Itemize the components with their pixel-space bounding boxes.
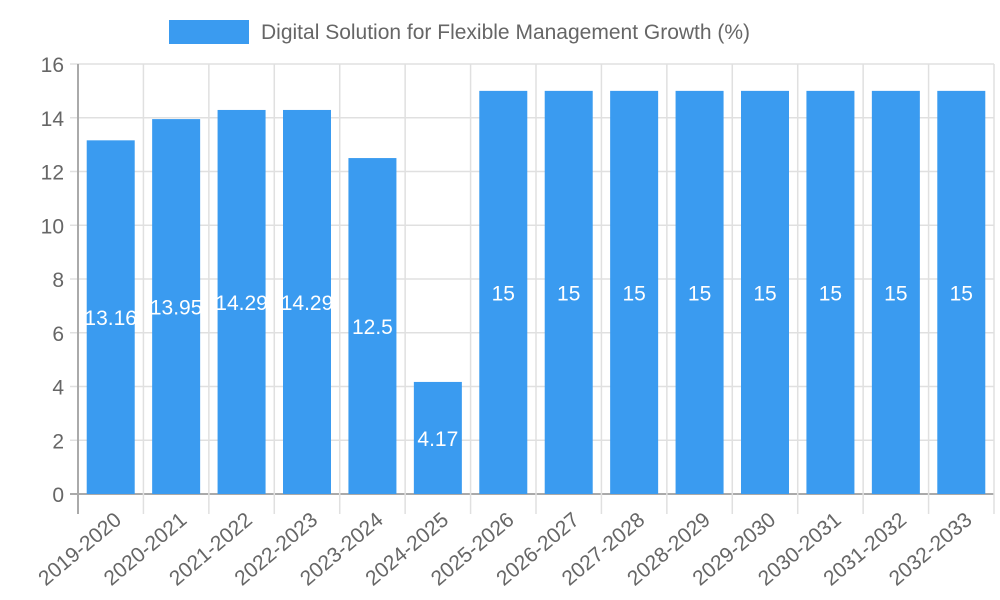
bar-value-label: 4.17 (417, 428, 458, 451)
y-tick-label: 14 (41, 108, 65, 131)
grid-lines (70, 63, 995, 514)
bar-value-label: 12.5 (352, 316, 393, 339)
bar-value-label: 15 (753, 282, 776, 305)
bar[interactable] (871, 90, 920, 494)
bar[interactable] (152, 119, 201, 494)
bar[interactable] (348, 158, 397, 494)
bar[interactable] (610, 90, 659, 494)
legend-label: Digital Solution for Flexible Management… (261, 21, 750, 44)
bar[interactable] (413, 381, 462, 494)
bar-value-label: 14.29 (215, 292, 268, 315)
legend-swatch (169, 20, 249, 44)
bar-value-label: 15 (819, 282, 842, 305)
bar[interactable] (217, 109, 266, 495)
bar-value-label: 15 (884, 282, 907, 305)
bar-value-label: 14.29 (281, 292, 334, 315)
y-tick-label: 12 (41, 162, 64, 185)
y-tick-label: 0 (52, 484, 64, 507)
bar[interactable] (675, 90, 724, 494)
y-tick-label: 2 (52, 430, 64, 453)
bar[interactable] (806, 90, 855, 494)
bar[interactable] (283, 109, 331, 495)
bar-value-label: 15 (622, 282, 645, 305)
bar-value-label: 13.95 (150, 297, 203, 320)
bar[interactable] (479, 90, 528, 494)
bar-value-label: 15 (492, 282, 515, 305)
bar[interactable] (86, 140, 135, 494)
legend[interactable]: Digital Solution for Flexible Management… (169, 20, 750, 44)
y-tick-label: 16 (41, 54, 64, 77)
y-tick-label: 6 (52, 323, 64, 346)
y-tick-label: 8 (52, 269, 64, 292)
bar-value-label: 13.16 (84, 307, 137, 330)
bar[interactable] (544, 90, 593, 494)
y-tick-label: 10 (41, 215, 64, 238)
bar[interactable] (741, 90, 789, 494)
y-tick-label: 4 (52, 377, 64, 400)
bar[interactable] (937, 90, 986, 494)
bar-value-label: 15 (950, 282, 973, 305)
bar-value-label: 15 (688, 282, 711, 305)
bar-value-label: 15 (557, 282, 580, 305)
bars: 13.16 13.95 14.29 14.29 12.5 4.17 15 15 15 15 15 15… (84, 90, 986, 495)
